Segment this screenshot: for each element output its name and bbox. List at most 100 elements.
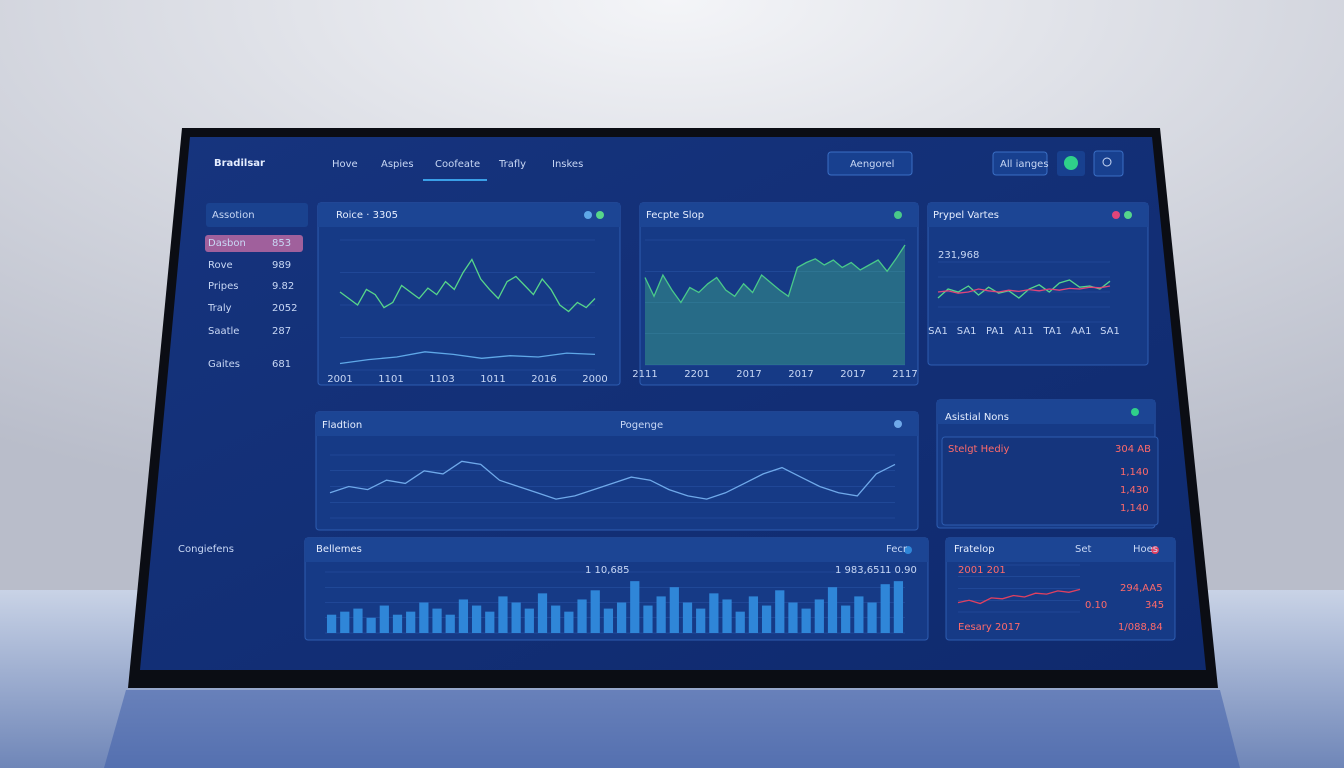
x-label: 1103: [429, 374, 454, 385]
x-label: 2111: [632, 369, 657, 380]
area: [645, 245, 905, 365]
subpanel: [941, 436, 1159, 526]
dropdown-label: Aengorel: [850, 159, 894, 170]
side-label: 1,430: [1120, 485, 1149, 496]
x-label: 1011: [480, 374, 505, 385]
swatch: [894, 420, 902, 428]
sidebar-value: 989: [272, 260, 291, 271]
sidebar-title: Assotion: [212, 210, 255, 221]
stat: 1 0.90: [885, 565, 917, 576]
bar: [643, 605, 653, 633]
side-label: 1,140: [1120, 467, 1149, 478]
panel-title: Fladtion: [322, 420, 362, 431]
panel-header: [928, 203, 1148, 227]
x-label: PA1: [986, 326, 1005, 337]
bar: [485, 611, 495, 633]
bar: [590, 590, 600, 633]
bar: [340, 611, 350, 633]
swatch: [1124, 211, 1132, 219]
sidebar-value: 287: [272, 326, 291, 337]
badge: 304 AB: [1115, 444, 1151, 455]
range-button[interactable]: [992, 151, 1048, 176]
brand: Bradilsar: [214, 158, 265, 169]
row-text: 294,AA5: [1120, 583, 1163, 594]
dropdown[interactable]: [827, 151, 913, 176]
nav-underline: [423, 179, 487, 181]
sidebar-item[interactable]: Pripes: [208, 281, 238, 292]
search-button[interactable]: [1093, 150, 1124, 177]
bar: [326, 614, 337, 633]
bar: [722, 599, 732, 633]
nav-item[interactable]: Inskes: [552, 159, 583, 170]
bar: [827, 587, 838, 633]
search-icon: [1102, 157, 1112, 167]
x-label: A11: [1014, 326, 1034, 337]
row-text: 2001 201: [958, 565, 1006, 576]
bar: [630, 581, 640, 633]
sidebar-footer[interactable]: Congiefens: [178, 544, 234, 555]
bar: [748, 596, 759, 633]
filter[interactable]: Fecr: [886, 544, 908, 555]
row-text: Eesary 2017: [958, 622, 1020, 633]
panel-header: [305, 538, 928, 562]
bar: [775, 590, 785, 633]
nav-item[interactable]: Coofeate: [435, 159, 480, 170]
swatch: [1151, 546, 1159, 554]
bar: [392, 614, 403, 633]
panel-title: Bellemes: [316, 544, 362, 555]
x-label: SA1: [957, 326, 977, 337]
panel-title: Fratelop: [954, 544, 995, 555]
reflection: [104, 690, 1240, 768]
bar: [854, 596, 864, 633]
bar: [867, 602, 877, 633]
bar: [577, 599, 587, 633]
row-text: 0.10: [1085, 600, 1107, 611]
status-dot: [1064, 156, 1078, 170]
line: [937, 285, 1111, 294]
line: [339, 351, 596, 365]
nav-item[interactable]: Aspies: [381, 159, 414, 170]
bar: [524, 608, 534, 633]
x-label: 2001: [327, 374, 352, 385]
swatch: [1112, 211, 1120, 219]
sidebar-item[interactable]: Dasbon: [208, 238, 246, 249]
x-label: 2016: [531, 374, 556, 385]
panel-header: [318, 203, 620, 227]
bar: [432, 608, 442, 633]
bar: [498, 596, 508, 633]
nav-item[interactable]: Trafly: [498, 159, 526, 170]
panel-title: Fecpte Slop: [646, 210, 704, 221]
sidebar-item[interactable]: Saatle: [208, 326, 239, 337]
bar: [445, 614, 455, 633]
x-label: 2017: [840, 369, 865, 380]
nav-item[interactable]: Hove: [332, 159, 358, 170]
bar: [406, 611, 416, 633]
line: [937, 279, 1111, 299]
bar: [511, 602, 521, 633]
bar: [471, 605, 482, 633]
panel: [927, 202, 1149, 366]
swatch: [904, 546, 912, 554]
row-text: 345: [1145, 600, 1164, 611]
line: [644, 244, 906, 304]
bar: [814, 599, 824, 633]
panel-title: Asistial Nons: [945, 412, 1009, 423]
row-text: 1/088,84: [1118, 622, 1163, 633]
x-label: TA1: [1042, 326, 1062, 337]
sidebar-item[interactable]: Rove: [208, 260, 233, 271]
swatch: [596, 211, 604, 219]
bar: [564, 611, 574, 633]
bar: [366, 617, 376, 633]
sidebar-header: [206, 203, 308, 227]
sidebar-item[interactable]: Gaites: [208, 359, 240, 370]
sidebar-item[interactable]: Traly: [207, 303, 232, 314]
x-label: 2201: [684, 369, 709, 380]
bar: [801, 608, 811, 633]
panel-header: [316, 412, 918, 436]
swatch: [894, 211, 902, 219]
dashboard: Bradilsar Aengorel All ianges Assotion C…: [178, 150, 1124, 555]
stat: 1 10,685: [585, 565, 630, 576]
line: [329, 460, 896, 500]
bar: [458, 599, 469, 633]
